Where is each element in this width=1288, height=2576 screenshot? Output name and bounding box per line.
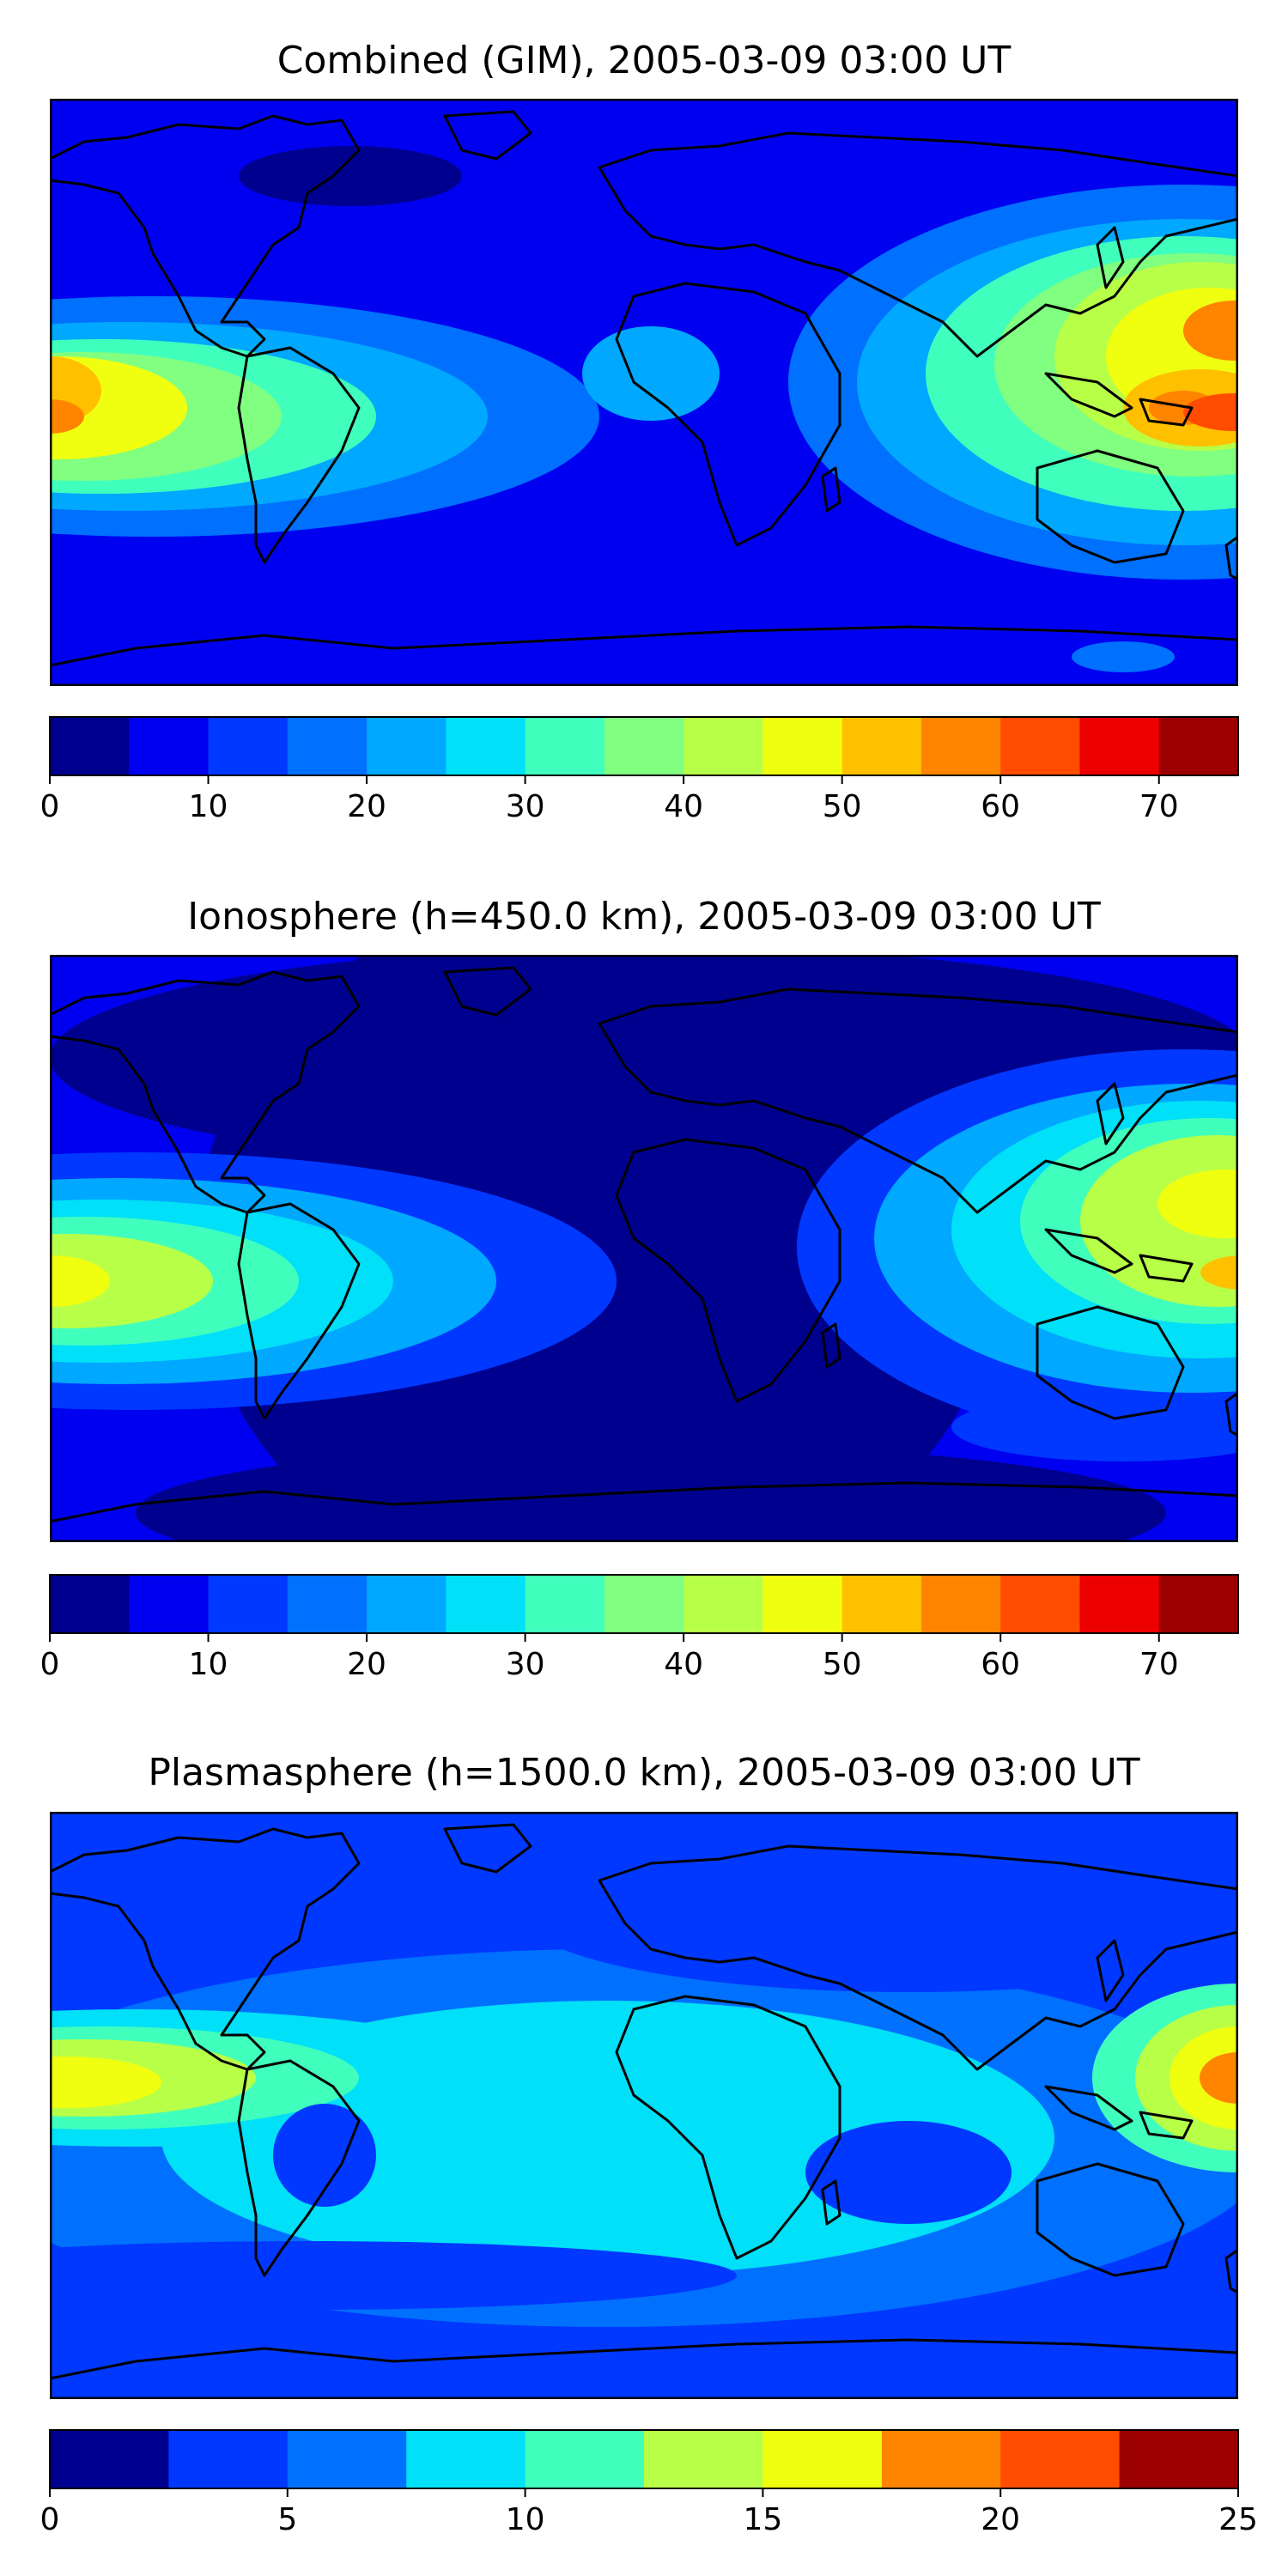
- contour-region: [1183, 301, 1238, 361]
- contour-region: [50, 1255, 110, 1307]
- colorbar-bin: [841, 717, 922, 775]
- map-frame: [50, 955, 1238, 1542]
- panel-combined: Combined (GIM), 2005-03-09 03:00 UT 0 10 2…: [0, 0, 1288, 859]
- colorbar-bin: [406, 2430, 526, 2488]
- colorbar-bin: [1119, 2430, 1239, 2488]
- colorbar-frame: [49, 2429, 1239, 2489]
- contour-region: [239, 146, 462, 206]
- colorbar-tick-label: 70: [1139, 789, 1179, 824]
- colorbar-tick-label: 40: [664, 1647, 703, 1682]
- colorbar: 0 5 10 15 20 25: [40, 2429, 1258, 2537]
- contour-region: [50, 399, 84, 434]
- contour-region: [582, 326, 720, 421]
- panel-plasmasphere: Plasmasphere (h=1500.0 km), 2005-03-09 0…: [0, 1717, 1288, 2576]
- colorbar-bin: [1000, 1575, 1080, 1633]
- colorbar-bin: [287, 717, 368, 775]
- colorbar-bin: [762, 1575, 843, 1633]
- contour-region: [50, 1234, 213, 1328]
- contour-region: [50, 2241, 737, 2310]
- colorbar: 0 10 20 30 40 50 60 70: [40, 1574, 1239, 1682]
- colorbar-tick-label: 0: [40, 2502, 60, 2537]
- contour-region: [307, 562, 994, 648]
- colorbar-bin: [446, 717, 526, 775]
- colorbar-bin: [287, 1575, 368, 1633]
- colorbar-bin: [1158, 1575, 1239, 1633]
- colorbar-bin: [683, 717, 763, 775]
- panel-title: Ionosphere (h=450.0 km), 2005-03-09 03:0…: [187, 895, 1101, 939]
- colorbar-tick-label: 15: [743, 2502, 782, 2537]
- panel-ionosphere: Ionosphere (h=450.0 km), 2005-03-09 03:0…: [0, 859, 1288, 1717]
- colorbar-bin: [1000, 717, 1080, 775]
- colorbar-bin: [1158, 717, 1239, 775]
- colorbar-bin: [367, 717, 447, 775]
- colorbar-bin: [287, 2430, 407, 2488]
- colorbar-tick-label: 50: [823, 1647, 862, 1682]
- colorbar-bin: [881, 2430, 1001, 2488]
- contour-region: [136, 1444, 1166, 1542]
- colorbar-tick-label: 10: [189, 1647, 228, 1682]
- colorbar-tick-label: 30: [506, 789, 545, 824]
- colorbar-bin: [50, 1575, 130, 1633]
- colorbar-bin: [129, 1575, 210, 1633]
- colorbar-tick-label: 10: [189, 789, 228, 824]
- contour-region: [1200, 2052, 1238, 2104]
- colorbar-bin: [920, 717, 1001, 775]
- colorbar-tick-label: 60: [981, 789, 1020, 824]
- colorbar-frame: [49, 1574, 1239, 1634]
- contour-region: [1183, 393, 1238, 431]
- contour-region: [1157, 1170, 1238, 1238]
- contour-region: [273, 2104, 376, 2207]
- colorbar-tick-label: 25: [1218, 2502, 1258, 2537]
- tec-map: [50, 99, 1238, 686]
- colorbar-tick-label: 20: [347, 789, 386, 824]
- colorbar-tick-label: 70: [1139, 1647, 1179, 1682]
- colorbar-bin: [367, 1575, 447, 1633]
- colorbar-bin: [168, 2430, 289, 2488]
- contour-region: [1200, 1255, 1238, 1290]
- colorbar-bin: [762, 717, 843, 775]
- colorbar-frame: [49, 716, 1239, 776]
- colorbar-bin: [446, 1575, 526, 1633]
- contour-region: [522, 1838, 1238, 1992]
- panel-title: Plasmasphere (h=1500.0 km), 2005-03-09 0…: [148, 1751, 1140, 1795]
- map-frame: [50, 99, 1238, 686]
- colorbar-bin: [50, 2430, 169, 2488]
- colorbar-bin: [841, 1575, 922, 1633]
- colorbar: 0 10 20 30 40 50 60 70: [40, 716, 1239, 824]
- colorbar-tick-label: 60: [981, 1647, 1020, 1682]
- contour-region: [805, 2121, 1012, 2224]
- colorbar-bin: [604, 717, 684, 775]
- colorbar-tick-label: 0: [40, 1647, 60, 1682]
- colorbar-tick-label: 40: [664, 789, 703, 824]
- colorbar-tick-label: 20: [347, 1647, 386, 1682]
- panel-title: Combined (GIM), 2005-03-09 03:00 UT: [276, 39, 1012, 82]
- contour-region: [50, 2057, 161, 2108]
- colorbar-bin: [525, 717, 605, 775]
- colorbar-tick-label: 20: [981, 2502, 1020, 2537]
- colorbar-bin: [1000, 2430, 1121, 2488]
- colorbar-bin: [208, 717, 289, 775]
- colorbar-bin: [50, 717, 130, 775]
- colorbar-tick-label: 5: [277, 2502, 297, 2537]
- colorbar-tick-label: 10: [506, 2502, 545, 2537]
- tec-map: [50, 1812, 1238, 2399]
- colorbar-bin: [644, 2430, 763, 2488]
- colorbar-bin: [762, 2430, 883, 2488]
- colorbar-bin: [683, 1575, 763, 1633]
- map-frame: [50, 1812, 1238, 2399]
- colorbar-bin: [525, 1575, 605, 1633]
- colorbar-bin: [208, 1575, 289, 1633]
- colorbar-bin: [1079, 1575, 1160, 1633]
- colorbar-tick-label: 0: [40, 789, 60, 824]
- colorbar-bin: [1079, 717, 1160, 775]
- colorbar-bin: [920, 1575, 1001, 1633]
- tec-map: [50, 955, 1238, 1542]
- colorbar-bin: [604, 1575, 684, 1633]
- colorbar-tick-label: 50: [823, 789, 862, 824]
- colorbar-bin: [525, 2430, 645, 2488]
- colorbar-tick-label: 30: [506, 1647, 545, 1682]
- colorbar-bin: [129, 717, 210, 775]
- contour-region: [1072, 641, 1175, 672]
